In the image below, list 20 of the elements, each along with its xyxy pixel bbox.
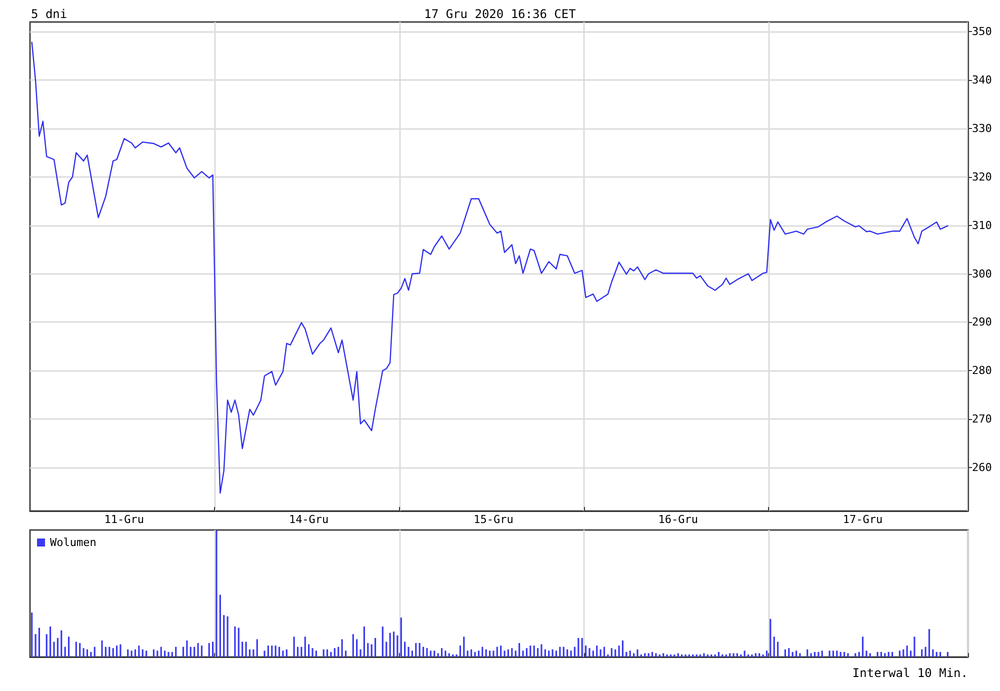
- legend-label: Wolumen: [50, 536, 96, 549]
- y-tick-label: 260: [972, 460, 992, 474]
- y-tick-label: 330: [972, 122, 992, 136]
- x-tick-label: 11-Gru: [104, 513, 144, 526]
- y-tick-label: 290: [972, 316, 992, 329]
- y-tick-label: 300: [972, 267, 992, 280]
- y-tick-label: 340: [972, 74, 992, 87]
- chart-title: 5 dni: [31, 7, 68, 21]
- line-series: [31, 42, 948, 494]
- chart-subtitle: 17 Gru 2020 16:36 CET: [424, 7, 576, 21]
- y-tick-label: 270: [972, 412, 992, 426]
- y-tick-label: 350: [972, 25, 992, 38]
- x-tick-label: 15-Gru: [474, 513, 514, 526]
- y-tick-label: 310: [972, 218, 992, 232]
- x-tick-label: 16-Gru: [658, 513, 698, 526]
- x-tick-label: 17-Gru: [842, 513, 883, 526]
- y-tick-label: 320: [972, 170, 992, 184]
- x-tick-label: 14-Gru: [288, 513, 329, 526]
- y-tick-label: 280: [972, 364, 992, 378]
- text: Interwal 10 Min.: [852, 666, 968, 680]
